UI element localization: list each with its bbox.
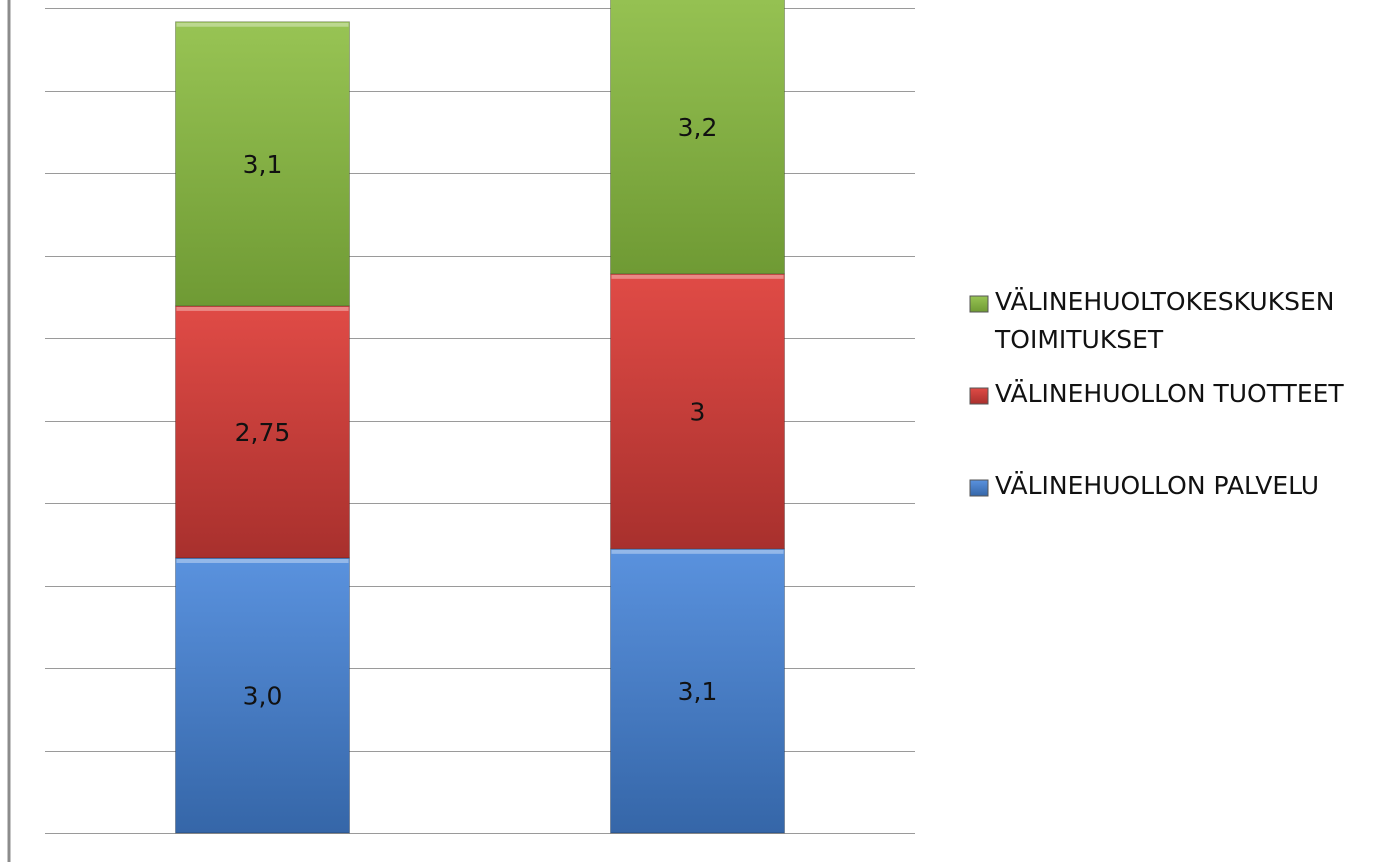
bar-highlight [176, 22, 349, 27]
legend: VÄLINEHUOLTOKESKUKSEN TOIMITUKSET VÄLINEHU… [969, 287, 1344, 500]
legend-label: VÄLINEHUOLLON TUOTTEET [995, 379, 1344, 408]
bar-highlight [176, 559, 349, 563]
bars: 3,0 2,75 3,1 3,1 3 3,2 [175, 0, 785, 834]
data-label: 3,1 [678, 677, 718, 706]
legend-swatch [969, 295, 989, 313]
bar-highlight [611, 274, 784, 279]
bar-highlight [611, 549, 784, 554]
data-label: 2,75 [235, 418, 291, 447]
legend-swatch [969, 387, 989, 405]
data-label: 3,0 [243, 682, 283, 711]
bar-segment-1-2 [175, 305, 350, 559]
data-label: 3,1 [243, 150, 283, 179]
bar-segment-2-3 [610, 0, 785, 275]
data-label: 3 [690, 397, 706, 426]
legend-label: VÄLINEHUOLTOKESKUKSEN TOIMITUKSET [994, 287, 1334, 354]
legend-label: VÄLINEHUOLLON PALVELU [995, 471, 1319, 500]
bar-segment-2-2 [610, 273, 785, 550]
bar-highlight [176, 306, 349, 311]
legend-swatch [969, 479, 989, 497]
bar-segment-1-3 [175, 21, 350, 307]
data-label: 3,2 [678, 113, 718, 142]
bar-segment-1-1 [175, 557, 350, 834]
